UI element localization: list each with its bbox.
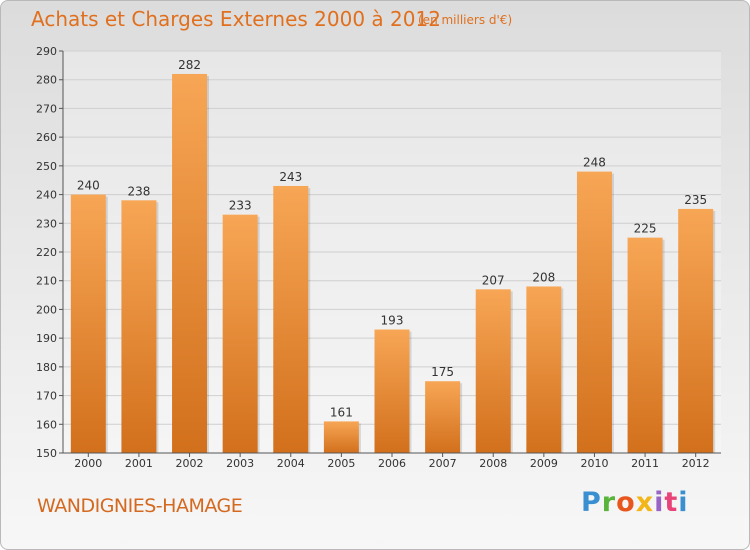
- bar-2004: [273, 185, 309, 453]
- bar-2010: [576, 171, 612, 453]
- bar-value-label: 193: [381, 314, 404, 328]
- y-tick-label: 190: [36, 332, 57, 345]
- bar-value-label: 208: [532, 270, 555, 284]
- x-tick-label: 2004: [277, 457, 305, 470]
- chart-title: Achats et Charges Externes 2000 à 2012: [31, 7, 441, 31]
- bar-2007: [425, 381, 461, 453]
- bar-2011: [627, 237, 663, 453]
- bar-value-label: 233: [229, 199, 252, 213]
- x-tick-label: 2012: [682, 457, 710, 470]
- x-tick-label: 2003: [226, 457, 254, 470]
- bars: 240 238 282 233 243 161 193 175 207 208 248 225 235: [70, 58, 716, 454]
- bar-2002: [172, 73, 208, 453]
- bar-2003: [222, 214, 258, 453]
- y-tick-label: 240: [36, 189, 57, 202]
- x-tick-label: 2009: [530, 457, 558, 470]
- bar-value-label: 238: [127, 184, 150, 198]
- bar-value-label: 235: [684, 193, 707, 207]
- bar-2006: [374, 329, 410, 453]
- bar-value-label: 225: [634, 222, 657, 236]
- y-tick-label: 160: [36, 418, 57, 431]
- x-tick-label: 2008: [479, 457, 507, 470]
- y-tick-label: 170: [36, 390, 57, 403]
- x-tick-label: 2005: [327, 457, 355, 470]
- x-axis-ticks: 2000 2001 2002 2003 2004 2005 2006 2007 2008 2009…: [74, 453, 710, 470]
- y-axis-ticks: 150 160 170 180 190 200 210 220 230 240 250 260 270 2…: [36, 45, 63, 460]
- y-tick-label: 290: [36, 45, 57, 58]
- bar-2012: [678, 208, 714, 453]
- y-tick-label: 200: [36, 303, 57, 316]
- bar-value-label: 243: [279, 170, 302, 184]
- town-name: WANDIGNIES-HAMAGE: [37, 495, 243, 517]
- bar-value-label: 248: [583, 156, 606, 170]
- x-tick-label: 2000: [74, 457, 102, 470]
- bar-2000: [70, 194, 106, 454]
- bar-value-label: 240: [77, 179, 100, 193]
- bar-value-label: 161: [330, 405, 353, 419]
- bar-2005: [323, 421, 359, 453]
- y-tick-label: 220: [36, 246, 57, 259]
- y-tick-label: 250: [36, 160, 57, 173]
- bar-value-label: 207: [482, 273, 505, 287]
- y-tick-label: 210: [36, 275, 57, 288]
- bar-value-label: 282: [178, 58, 201, 72]
- y-tick-label: 260: [36, 131, 57, 144]
- y-tick-label: 230: [36, 217, 57, 230]
- y-tick-label: 180: [36, 361, 57, 374]
- y-tick-label: 150: [36, 447, 57, 460]
- bar-2001: [121, 200, 157, 453]
- bar-value-label: 175: [431, 365, 454, 379]
- x-tick-label: 2002: [176, 457, 204, 470]
- x-tick-label: 2007: [429, 457, 457, 470]
- proxiti-logo[interactable]: Proxiti: [581, 487, 689, 518]
- x-tick-label: 2006: [378, 457, 406, 470]
- y-tick-label: 280: [36, 74, 57, 87]
- x-tick-label: 2001: [125, 457, 153, 470]
- bar-2008: [475, 289, 511, 453]
- chart-subtitle: (en milliers d'€): [418, 13, 513, 27]
- bar-2009: [526, 286, 562, 453]
- y-tick-label: 270: [36, 102, 57, 115]
- x-tick-label: 2011: [631, 457, 659, 470]
- x-tick-label: 2010: [580, 457, 608, 470]
